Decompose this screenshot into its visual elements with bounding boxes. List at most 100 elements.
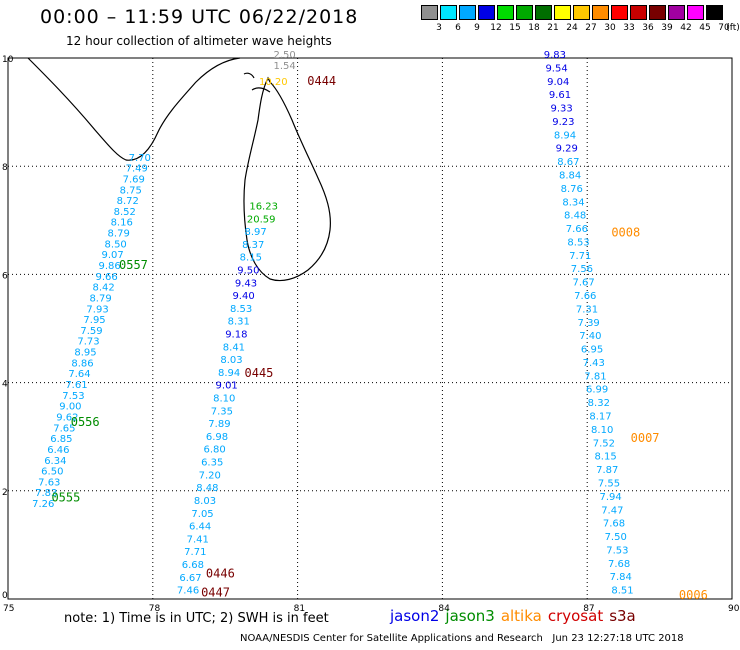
color-scale-label: 42 [680,23,692,33]
lat-tick-label: 10 [2,55,14,65]
color-scale-swatch [421,5,438,20]
lat-tick-label: 4 [2,380,8,390]
satellite-legend-cryosat: cryosat [547,607,604,625]
color-scale-label: 30 [604,23,616,33]
color-scale-swatch [706,5,723,20]
track-a-value: 7.26 [32,499,54,510]
track-b-value: 16.23 [249,201,278,212]
track-b-value: 7.46 [177,586,199,597]
track-c-value: 9.04 [547,77,569,88]
track-a-value: 8.86 [71,358,93,369]
track-c-value: 7.56 [571,264,593,275]
track-b-value: 7.41 [187,534,209,545]
track-c-value: 7.47 [601,505,623,516]
lat-tick-label: 8 [2,163,8,173]
track-b-value: 9.18 [225,330,247,341]
coastline [27,57,331,282]
track-a-value: 7.63 [38,477,60,488]
page-subtitle: 12 hour collection of altimeter wave hei… [66,34,332,48]
track-a-value: 8.50 [105,239,127,250]
lat-tick-label: 0 [2,591,8,601]
track-a-value: 7.65 [53,423,75,434]
track-b-value: 8.94 [218,368,240,379]
track-b-value: 7.05 [191,509,213,520]
track-b-value: 6.44 [189,522,211,533]
track-c-value: 8.32 [588,398,610,409]
track-b-value: 6.68 [182,560,204,571]
lon-tick-label: 81 [294,604,305,614]
pass-time-label: 0445 [245,366,274,380]
lat-tick-label: 6 [2,271,8,281]
color-scale-label: 9 [474,23,480,33]
track-a-value: 7.70 [129,153,151,164]
track-a-value: 9.00 [59,402,81,413]
color-scale-swatch [611,5,628,20]
sri-lanka-coastline [243,76,331,282]
color-scale-label: 15 [509,23,521,33]
lon-tick-label: 90 [728,604,740,614]
track-c-value: 8.94 [554,130,576,141]
track-a-value: 7.93 [86,304,108,315]
pass-time-label: 0444 [307,74,336,88]
color-scale-swatch [573,5,590,20]
pass-time-label: 0557 [119,258,148,272]
track-a-value: 8.42 [92,283,114,294]
pass-time-label: 0008 [611,226,640,240]
color-scale-label: 45 [699,23,711,33]
track-b-value: 8.48 [196,483,218,494]
track-d-value: 10.20 [259,77,288,88]
units-note: note: 1) Time is in UTC; 2) SWH is in fe… [64,611,329,626]
track-b-value: 6.67 [179,573,201,584]
color-scale-label: 36 [642,23,654,33]
map-frame [7,57,733,600]
track-b-value: 9.50 [237,265,259,276]
track-a-value: 8.52 [114,207,136,218]
track-b-value: 8.10 [213,394,235,405]
track-b-value: 7.20 [199,470,221,481]
track-c-value: 7.52 [593,438,615,449]
jaffna-peninsula [243,72,271,93]
track-c-value: 8.76 [561,184,583,195]
track-b-value: 6.98 [206,432,228,443]
track-b-value: 9.01 [216,381,238,392]
track-c-value: 8.53 [567,237,589,248]
track-c-value: 9.29 [556,144,578,155]
color-scale-swatch [687,5,704,20]
track-c-value: 9.83 [544,50,566,61]
color-scale-swatch [554,5,571,20]
color-scale-label: 21 [547,23,559,33]
lat-lon-grid [8,58,732,599]
page-title: 00:00 – 11:59 UTC 06/22/2018 [40,6,359,28]
india-coastline [27,57,241,161]
track-a-value: 7.49 [126,164,148,175]
track-c-value: 7.43 [583,358,605,369]
track-c-value: 8.67 [557,157,579,168]
track-c-value: 9.61 [549,90,571,101]
lon-tick-label: 84 [438,604,450,614]
track-c-value: 7.81 [584,371,606,382]
track-b-value: 8.97 [245,227,267,238]
track-c-value: 7.67 [572,278,594,289]
lon-tick-label: 75 [3,604,14,614]
color-scale-swatch [516,5,533,20]
color-scale-label: 18 [528,23,540,33]
track-b-value: 8.31 [228,317,250,328]
color-scale-label: 33 [623,23,635,33]
track-c-value: 7.94 [600,492,622,503]
track-c-value: 8.17 [589,412,611,423]
color-scale-unit: (ft) [726,23,740,33]
track-c-value: 8.48 [564,211,586,222]
pass-time-label: 0446 [206,566,235,580]
track-b-value: 8.15 [240,253,262,264]
track-c-value: 7.50 [605,532,627,543]
pass-time-label: 0007 [631,431,660,445]
satellite-legend-s3a: s3a [609,607,636,625]
track-c-value: 7.39 [578,318,600,329]
axis-labels: 75 78 81 84 87 90 0 2 4 6 8 10 [2,55,740,614]
color-scale-swatch [497,5,514,20]
track-a-value: 7.53 [62,391,84,402]
track-c-value: 7.66 [566,224,588,235]
lat-tick-label: 2 [2,488,8,498]
track-c-value: 9.33 [551,104,573,115]
color-scale-swatch [649,5,666,20]
